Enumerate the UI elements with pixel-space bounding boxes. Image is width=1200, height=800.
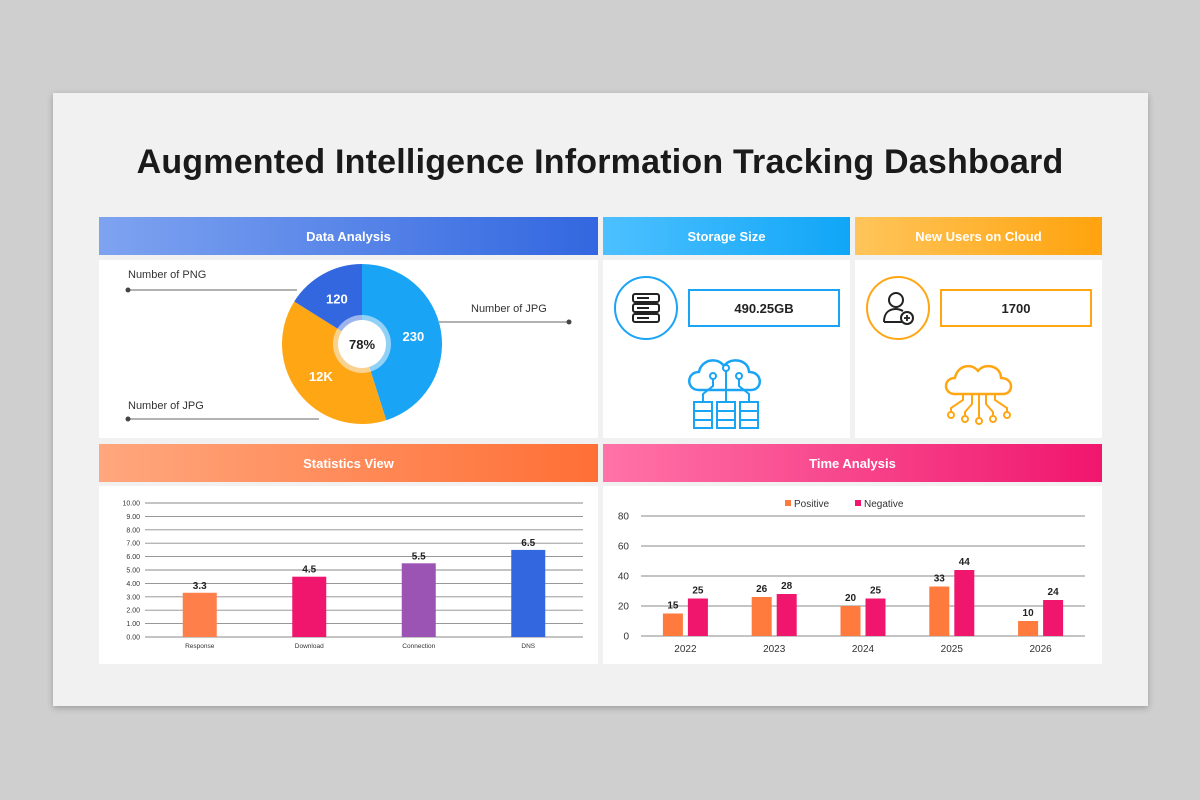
bar-negative-2023 <box>776 594 797 636</box>
y-tick-label: 5.00 <box>126 568 140 575</box>
x-tick-label: Response <box>185 643 215 650</box>
pie-slice-label-0: 230 <box>403 329 425 344</box>
bar-value-label: 26 <box>756 584 768 595</box>
y-tick-label: 80 <box>618 512 630 523</box>
callout-dot <box>125 287 131 293</box>
legend-label-negative: Negative <box>864 499 904 510</box>
bar-value-label: 6.5 <box>521 538 535 549</box>
statistics-bar-chart: 0.00 1.00 2.00 3.00 4.00 5.00 6.00 7.00 8.00 9.00… <box>122 501 583 650</box>
bar-value-label: 20 <box>845 593 857 604</box>
donut-center-label: 78% <box>349 337 375 352</box>
legend-label-positive: Positive <box>794 499 829 510</box>
bar-negative-2025 <box>954 570 975 636</box>
y-tick-label: 40 <box>618 572 630 583</box>
x-tick-label: 2024 <box>852 644 875 655</box>
bar-negative-2026 <box>1043 600 1064 636</box>
x-tick-label: 2026 <box>1029 644 1052 655</box>
bar-download <box>292 576 327 637</box>
x-tick-label: 2025 <box>941 644 964 655</box>
y-tick-label: 7.00 <box>126 541 140 548</box>
y-tick-label: 10.00 <box>122 501 140 508</box>
page-title: Augmented Intelligence Information Track… <box>136 143 1064 181</box>
y-tick-label: 2.00 <box>126 608 140 615</box>
cloud-network-icon <box>688 359 761 429</box>
legend-swatch-negative <box>855 500 861 506</box>
x-tick-label: 2023 <box>763 644 786 655</box>
bar-value-label: 15 <box>667 601 679 612</box>
bar-value-label: 10 <box>1023 608 1035 619</box>
bar-negative-2022 <box>687 598 708 636</box>
bar-value-label: 5.5 <box>412 551 426 562</box>
y-tick-label: 8.00 <box>126 527 140 534</box>
callout-label-jpg-right: Number of JPG <box>471 303 547 315</box>
new-users-value: 1700 <box>940 289 1092 327</box>
callout-dot <box>125 416 131 422</box>
bar-value-label: 4.5 <box>302 565 316 576</box>
bar-positive-2024 <box>840 606 861 636</box>
y-tick-label: 0 <box>623 632 629 643</box>
cloud-circuit-icon <box>944 364 1013 425</box>
pie-slice-1 <box>282 301 387 424</box>
y-tick-label: 3.00 <box>126 594 140 601</box>
header-new-users: New Users on Cloud <box>855 217 1102 255</box>
pie-slice-0 <box>362 264 443 421</box>
bar-value-label: 25 <box>692 586 704 597</box>
callout-dot <box>566 319 572 325</box>
y-tick-label: 20 <box>618 602 630 613</box>
donut-hole <box>338 320 386 368</box>
bar-connection <box>401 563 436 637</box>
callout-label-jpg-left: Number of JPG <box>128 400 204 412</box>
header-statistics-view: Statistics View <box>99 444 598 482</box>
x-tick-label: DNS <box>521 643 535 650</box>
y-tick-label: 6.00 <box>126 554 140 561</box>
user-add-icon <box>883 292 914 325</box>
bar-value-label: 44 <box>959 557 971 568</box>
bar-positive-2023 <box>751 597 772 636</box>
callout-label-png: Number of PNG <box>128 269 207 281</box>
y-tick-label: 0.00 <box>126 635 140 642</box>
x-tick-label: Download <box>295 643 324 650</box>
server-icon <box>632 293 660 323</box>
bar-positive-2022 <box>662 613 683 636</box>
x-tick-label: 2022 <box>674 644 697 655</box>
x-tick-label: Connection <box>402 643 435 650</box>
pie-slice-label-2: 120 <box>326 291 348 306</box>
server-icon-circle <box>614 276 678 340</box>
donut-chart: 230 12K 120 78% <box>125 264 572 424</box>
bar-positive-2026 <box>1018 621 1039 636</box>
header-storage-size: Storage Size <box>603 217 850 255</box>
bar-response <box>182 592 217 637</box>
bar-value-label: 3.3 <box>193 581 207 592</box>
header-data-analysis: Data Analysis <box>99 217 598 255</box>
y-tick-label: 60 <box>618 542 630 553</box>
bar-value-label: 28 <box>781 581 793 592</box>
y-tick-label: 4.00 <box>126 581 140 588</box>
y-tick-label: 9.00 <box>126 514 140 521</box>
bar-negative-2024 <box>865 598 886 636</box>
bar-positive-2025 <box>929 586 950 636</box>
bar-value-label: 25 <box>870 586 882 597</box>
bar-value-label: 24 <box>1048 587 1060 598</box>
user-add-icon-circle <box>866 276 930 340</box>
bar-value-label: 33 <box>934 574 946 585</box>
legend-swatch-positive <box>785 500 791 506</box>
storage-size-value: 490.25GB <box>688 289 840 327</box>
bar-dns <box>511 549 546 637</box>
header-time-analysis: Time Analysis <box>603 444 1102 482</box>
pie-slice-label-1: 12K <box>309 369 333 384</box>
y-tick-label: 1.00 <box>126 621 140 628</box>
